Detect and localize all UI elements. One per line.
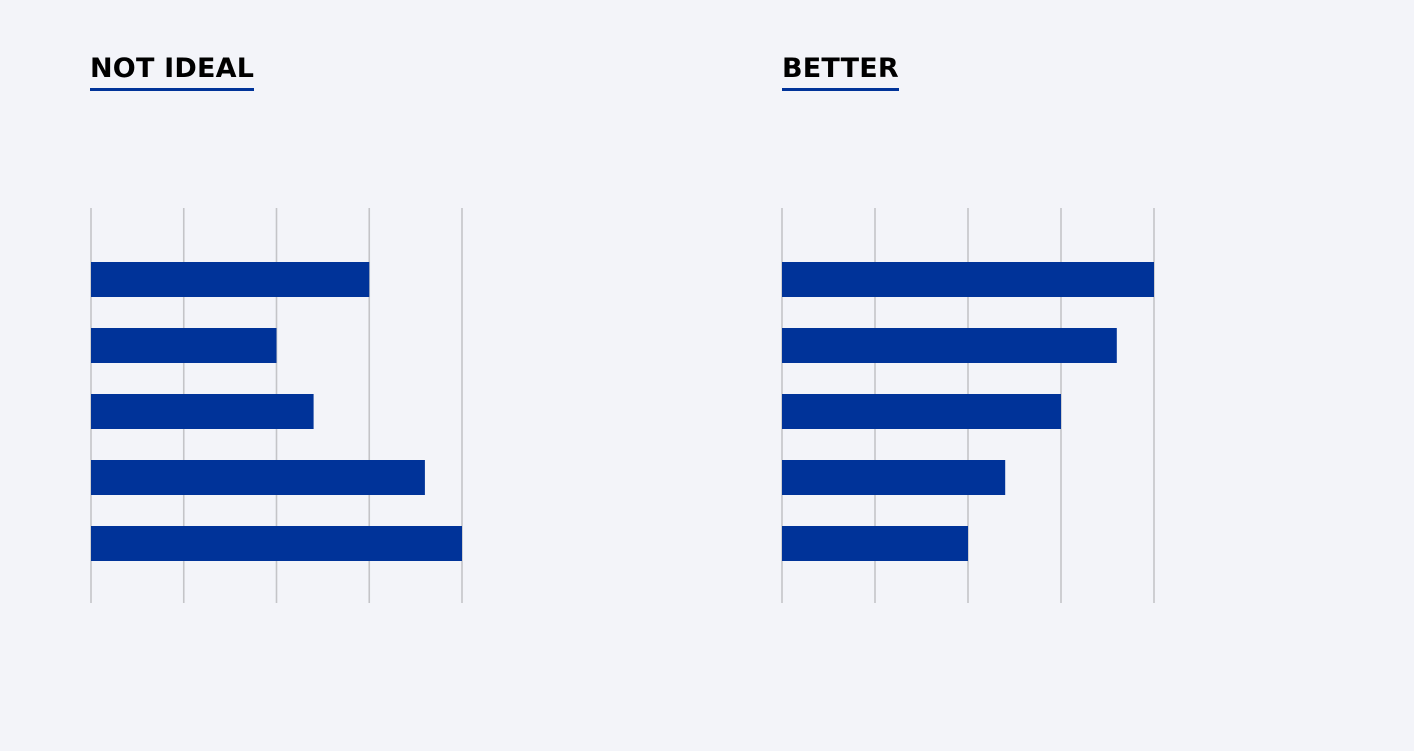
bar-better-4 <box>782 460 1006 495</box>
panel-heading-better: BETTER <box>782 52 899 91</box>
bar-not-ideal-5 <box>91 526 462 561</box>
chart-not-ideal <box>90 208 463 603</box>
bar-better-5 <box>782 526 968 561</box>
bar-not-ideal-2 <box>91 328 277 363</box>
bar-not-ideal-3 <box>91 394 314 429</box>
panel-heading-not-ideal: NOT IDEAL <box>90 52 255 91</box>
bar-better-3 <box>782 394 1061 429</box>
bar-better-2 <box>782 328 1117 363</box>
chart-better <box>781 208 1155 603</box>
bar-not-ideal-4 <box>91 460 425 495</box>
bar-better-1 <box>782 262 1154 297</box>
bar-not-ideal-1 <box>91 262 370 297</box>
